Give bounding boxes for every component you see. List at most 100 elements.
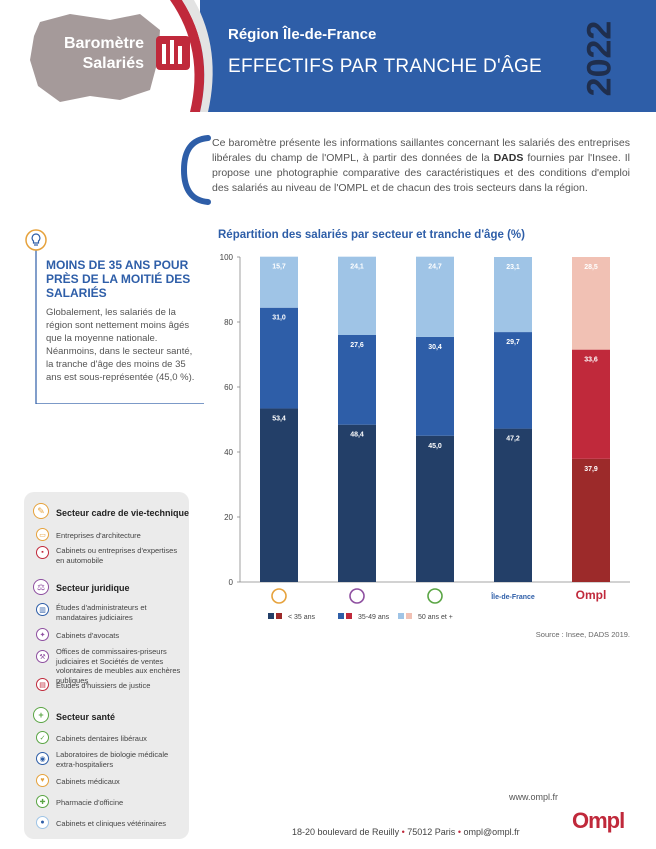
y-tick-label: 60 xyxy=(224,383,233,392)
badge-line-2: Salariés xyxy=(82,55,144,72)
year-label: 2022 xyxy=(560,16,640,100)
data-label: 48,4 xyxy=(350,432,364,439)
bar-segment xyxy=(416,435,454,582)
hammer-icon: ⚒ xyxy=(36,650,49,663)
ruler-icon: ▭ xyxy=(36,528,49,541)
sector-title: Secteur juridique xyxy=(56,583,130,593)
bar-segment xyxy=(338,256,376,335)
callout-frame xyxy=(35,244,204,404)
bar-segment xyxy=(416,336,454,436)
data-label: 47,2 xyxy=(506,436,520,443)
bar-segment xyxy=(494,332,532,429)
compass-icon: ✎ xyxy=(33,503,49,519)
legend-label: 50 ans et + xyxy=(418,614,453,621)
data-label: 27,6 xyxy=(350,342,364,349)
legend-swatch xyxy=(346,613,352,619)
category-label: Ompl xyxy=(576,588,607,602)
footer-city: 75012 Paris xyxy=(407,827,456,837)
data-label: 24,7 xyxy=(428,264,442,271)
bar-segment xyxy=(260,256,298,308)
badge-line-1: Baromètre xyxy=(63,35,144,52)
data-label: 23,1 xyxy=(506,264,520,271)
car-icon: ▪ xyxy=(36,546,49,559)
bar-segment xyxy=(494,428,532,582)
data-label: 28,5 xyxy=(584,264,598,271)
footer-website[interactable]: www.ompl.fr xyxy=(508,792,558,802)
scales-icon: ⚖ xyxy=(33,579,49,595)
lightbulb-icon xyxy=(25,229,47,251)
legend-label: 35-49 ans xyxy=(358,614,390,621)
bar-segment xyxy=(572,458,610,582)
footer-separator: • xyxy=(457,827,461,837)
y-tick-label: 80 xyxy=(224,318,233,327)
barometre-badge: Baromètre Salariés xyxy=(48,34,144,74)
data-label: 15,7 xyxy=(272,264,286,271)
paw-icon: ● xyxy=(36,816,49,829)
data-label: 45,0 xyxy=(428,443,442,450)
chart-source: Source : Insee, DADS 2019. xyxy=(535,630,630,639)
header-band xyxy=(200,0,656,112)
cadre-de-vie-icon xyxy=(271,588,287,604)
sector-item: Cabinets et cliniques vétérinaires xyxy=(56,819,167,828)
category-label: Île-de-France xyxy=(490,592,535,601)
building-icon: ▥ xyxy=(36,603,49,616)
cross-icon: + xyxy=(33,707,49,723)
year-text: 2022 xyxy=(580,20,619,96)
sector-item: Offices de commissaires-priseurs judicia… xyxy=(56,647,181,685)
stacked-bar-chart: 0 20 40 60 80 100 53,4 31,0 15,7 48,4 27,6 24,1 45,0… xyxy=(220,253,630,621)
chart-title: Répartition des salariés par secteur et … xyxy=(218,229,525,241)
callout-title: MOINS DE 35 ANS POUR PRÈS DE LA MOITIÉ D… xyxy=(46,258,191,300)
y-tick-label: 100 xyxy=(220,253,234,262)
stethoscope-icon: ♥ xyxy=(36,774,49,787)
sector-item: Études d'huissiers de justice xyxy=(56,681,151,690)
sector-item: Cabinets médicaux xyxy=(56,777,120,786)
header-swoosh xyxy=(0,0,213,112)
legend-swatch xyxy=(406,613,412,619)
ompl-logo: Ompl xyxy=(572,808,625,833)
y-tick-label: 20 xyxy=(224,513,233,522)
intro-paragraph: Ce baromètre présente les informations s… xyxy=(212,136,630,196)
bar-segment xyxy=(260,307,298,409)
sector-title: Secteur cadre de vie-technique xyxy=(56,508,190,518)
sector-item: Cabinets d'avocats xyxy=(56,631,120,640)
tooth-icon: ✓ xyxy=(36,731,49,744)
intro-part-1: Ce baromètre présente les informations s… xyxy=(212,137,630,164)
legend-swatch xyxy=(398,613,404,619)
legend-swatch xyxy=(268,613,274,619)
data-label: 30,4 xyxy=(428,344,442,351)
bar-segment xyxy=(338,335,376,425)
document-icon: ▤ xyxy=(36,678,49,691)
sector-item: Pharmacie d'officine xyxy=(56,798,124,807)
microscope-icon: ◉ xyxy=(36,752,49,765)
data-label: 33,6 xyxy=(584,357,598,364)
callout-body: Globalement, les salariés de la région s… xyxy=(46,307,195,383)
bar-segment xyxy=(494,257,532,333)
gavel-icon: ✦ xyxy=(36,628,49,641)
intro-part-2: fournies par l'Insee. Il propose une pho… xyxy=(212,152,630,194)
bar-segment xyxy=(416,256,454,337)
data-label: 53,4 xyxy=(272,415,286,422)
legend-swatch xyxy=(276,613,282,619)
footer-email[interactable]: ompl@ompl.fr xyxy=(463,827,520,837)
legend-swatch xyxy=(338,613,344,619)
sector-title: Secteur santé xyxy=(56,712,116,722)
footer-address-line: 18-20 boulevard de Reuilly • 75012 Paris… xyxy=(292,827,520,837)
legend-label: < 35 ans xyxy=(288,614,316,621)
data-label: 37,9 xyxy=(584,466,598,473)
idf-map-shape xyxy=(30,14,160,102)
y-tick-label: 40 xyxy=(224,448,233,457)
region-title: Région Île-de-France xyxy=(228,26,377,43)
data-label: 24,1 xyxy=(350,264,364,271)
intro-bracket xyxy=(180,135,211,205)
sector-item: Cabinets ou entreprises d'expertises en … xyxy=(56,546,178,565)
juridique-icon xyxy=(349,588,365,604)
y-tick-label: 0 xyxy=(229,578,234,587)
page-title: EFFECTIFS PAR TRANCHE D'ÂGE xyxy=(228,56,543,77)
sectors-panel xyxy=(24,492,189,839)
bar-segment xyxy=(260,408,298,582)
sante-icon xyxy=(427,588,443,604)
sector-item: Entreprises d'architecture xyxy=(56,531,141,540)
sector-item: Études d'administrateurs et mandataires … xyxy=(56,603,147,622)
footer-address: 18-20 boulevard de Reuilly xyxy=(292,827,400,837)
bar-segment xyxy=(572,349,610,459)
